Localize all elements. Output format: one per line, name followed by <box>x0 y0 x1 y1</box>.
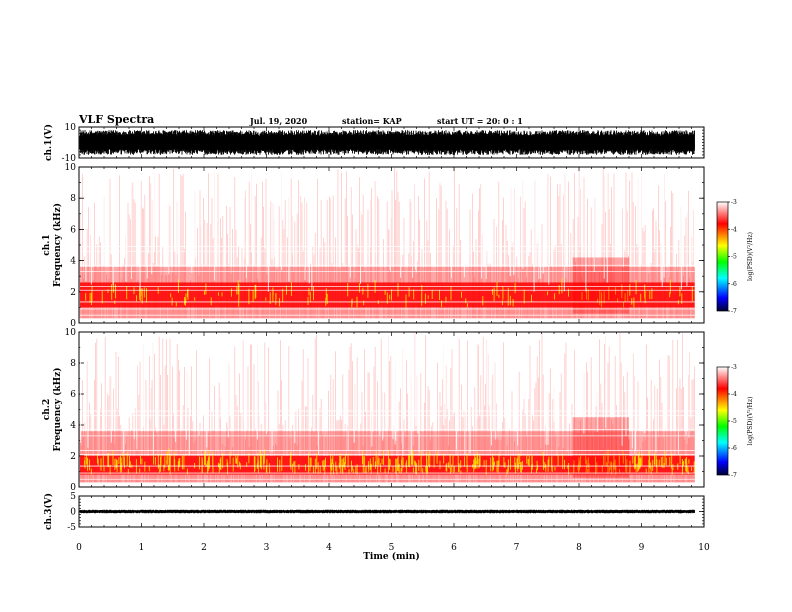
colorbar-tick-label: -6 <box>731 445 737 452</box>
y-tick-label: 0 <box>70 508 76 518</box>
time-axis: 0 1 2 3 4 5 6 7 8 9 10 Time (min) <box>76 543 710 562</box>
colorbar-label: log(PSD)(V²/Hz) <box>747 232 754 281</box>
spectrogram-bursts <box>84 448 695 475</box>
y-tick-label: 0 <box>70 319 76 329</box>
waveform-core <box>80 510 695 513</box>
ch1-colorbar: -3 -4 -5 -6 -7 log(PSD)(V²/Hz) <box>716 199 754 315</box>
y-tick-label: 10 <box>65 123 77 133</box>
x-tick-label: 0 <box>76 543 82 553</box>
y-axis-label: Frequency (kHz) <box>52 203 63 287</box>
y-axis-label: ch.3(V) <box>43 493 54 530</box>
colorbar-ramp <box>716 366 729 476</box>
y-axis-label: Frequency (kHz) <box>52 367 63 451</box>
colorbar-tick-label: -4 <box>731 391 737 398</box>
y-axis-label: ch.1(V) <box>43 124 54 161</box>
x-tick-label: 1 <box>139 543 145 553</box>
x-tick-label: 10 <box>698 543 710 553</box>
y-tick-label: -5 <box>67 523 76 533</box>
waveform-trace <box>79 130 695 155</box>
y-tick-label: 2 <box>70 288 76 298</box>
colorbar-tick-label: -6 <box>731 281 737 288</box>
start-time-label: start UT = 20: 0 : 1 <box>437 116 523 126</box>
spectrogram-gaps <box>80 332 690 456</box>
y-tick-label: 10 <box>65 328 77 338</box>
date-label: Jul. 19, 2020 <box>250 116 308 126</box>
x-tick-label: 6 <box>451 543 457 553</box>
x-tick-label: 2 <box>201 543 207 553</box>
spectrogram-bursts <box>85 278 693 308</box>
colorbar-tick-label: -5 <box>731 418 737 425</box>
colorbar-tick-label: -7 <box>731 308 737 315</box>
x-axis-label: Time (min) <box>363 551 420 562</box>
spectrogram-strong-band <box>80 456 695 475</box>
ch2-colorbar: -3 -4 -5 -6 -7 log(PSD)(V²/Hz) <box>716 364 754 479</box>
x-tick-label: 5 <box>389 543 395 553</box>
y-axis-label: ch.2 <box>42 399 52 420</box>
y-tick-label: 4 <box>70 421 76 431</box>
colorbar-tick-label: -5 <box>731 254 737 261</box>
y-tick-label: 8 <box>70 359 76 369</box>
colorbar-tick-label: -7 <box>731 472 737 479</box>
station-label: station= KAP <box>342 116 402 126</box>
y-tick-label: 0 <box>70 483 76 493</box>
y-tick-label: 4 <box>70 257 76 267</box>
y-tick-label: 2 <box>70 452 76 462</box>
colorbar-tick-label: -4 <box>731 226 737 233</box>
y-axis-label: ch.1 <box>42 234 52 255</box>
spectrogram-enhancement <box>572 257 629 314</box>
x-tick-label: 4 <box>326 543 332 553</box>
ch3-waveform-panel: 5 0 -5 ch.3(V) <box>43 492 705 533</box>
y-tick-label: -10 <box>62 154 77 164</box>
spectrogram-enhancement <box>572 417 629 478</box>
y-tick-label: 6 <box>70 225 76 235</box>
y-tick-label: 8 <box>70 194 76 204</box>
chart-title: VLF Spectra <box>79 113 155 126</box>
spectrogram-gaps <box>85 167 694 292</box>
x-tick-label: 3 <box>264 543 270 553</box>
ch1-waveform-panel: 10 -10 ch.1(V) <box>43 123 705 164</box>
x-tick-label: 7 <box>514 543 520 553</box>
colorbar-tick-label: -3 <box>731 199 737 206</box>
colorbar-tick-label: -3 <box>731 364 737 371</box>
x-tick-label: 9 <box>639 543 645 553</box>
y-tick-label: 5 <box>70 492 76 502</box>
ch2-spectrogram-panel: 0 2 4 6 8 10 ch.2 Frequency (kHz) <box>42 328 705 493</box>
ch1-spectrogram-panel: 0 2 4 6 8 10 ch.1 Frequency (kHz) <box>42 163 705 329</box>
colorbar-ramp <box>716 201 729 312</box>
x-tick-label: 8 <box>576 543 582 553</box>
colorbar-label: log(PSD)(V²/Hz) <box>747 397 754 446</box>
y-tick-label: 10 <box>65 163 77 173</box>
y-tick-label: 6 <box>70 390 76 400</box>
